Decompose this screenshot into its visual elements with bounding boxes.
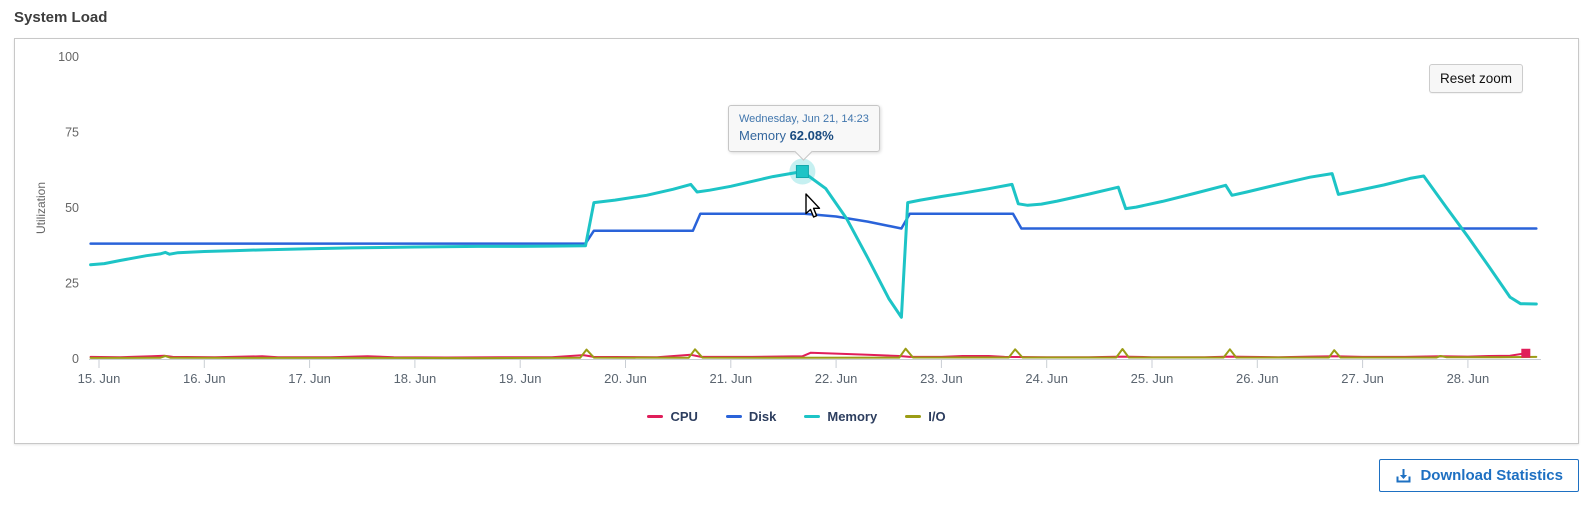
legend-swatch-cpu bbox=[647, 415, 664, 418]
x-axis-label: 16. Jun bbox=[183, 371, 226, 386]
x-axis-label: 27. Jun bbox=[1341, 371, 1384, 386]
x-axis-label: 23. Jun bbox=[920, 371, 963, 386]
mouse-cursor-icon bbox=[805, 193, 821, 218]
series-line-io bbox=[89, 347, 1538, 360]
legend-label: Disk bbox=[748, 409, 777, 424]
y-axis-label: 50 bbox=[65, 201, 79, 215]
y-axis-title: Utilization bbox=[34, 182, 48, 234]
y-axis-label: 75 bbox=[65, 126, 79, 140]
x-axis-label: 21. Jun bbox=[709, 371, 752, 386]
legend-label: CPU bbox=[670, 409, 698, 424]
page-title: System Load bbox=[14, 9, 108, 26]
x-axis-label: 19. Jun bbox=[499, 371, 542, 386]
download-statistics-label: Download Statistics bbox=[1420, 467, 1563, 484]
legend-swatch-disk bbox=[725, 415, 742, 418]
legend-item-disk[interactable]: Disk bbox=[725, 409, 777, 424]
memory-point-marker[interactable] bbox=[795, 165, 809, 179]
x-axis-label: 28. Jun bbox=[1447, 371, 1490, 386]
x-axis-label: 17. Jun bbox=[288, 371, 331, 386]
chart-tooltip: Wednesday, Jun 21, 14:23 Memory 62.08% bbox=[728, 105, 880, 161]
legend-swatch-io bbox=[905, 415, 922, 418]
y-axis-label: 0 bbox=[72, 352, 79, 366]
tooltip-series-label: Memory bbox=[739, 128, 786, 143]
cpu-point-marker bbox=[1521, 348, 1531, 358]
legend-item-cpu[interactable]: CPU bbox=[647, 409, 698, 424]
tooltip-value: 62.08% bbox=[789, 128, 834, 143]
download-icon bbox=[1396, 468, 1411, 482]
y-axis-label: 100 bbox=[58, 50, 79, 64]
x-axis-label: 18. Jun bbox=[394, 371, 437, 386]
legend-item-io[interactable]: I/O bbox=[905, 409, 946, 424]
chart-panel: 15. Jun 16. Jun 17. Jun 18. Jun 19. Jun 20. J… bbox=[14, 38, 1579, 444]
x-axis-label: 26. Jun bbox=[1236, 371, 1279, 386]
series-line-disk bbox=[89, 212, 1538, 245]
legend-label: Memory bbox=[827, 409, 878, 424]
x-axis-label: 24. Jun bbox=[1025, 371, 1068, 386]
x-axis-label: 20. Jun bbox=[604, 371, 647, 386]
tooltip-datetime: Wednesday, Jun 21, 14:23 bbox=[739, 113, 869, 125]
tooltip-series-row: Memory 62.08% bbox=[739, 128, 869, 143]
x-axis-label: 22. Jun bbox=[815, 371, 858, 386]
x-axis-label: 15. Jun bbox=[78, 371, 121, 386]
download-statistics-button[interactable]: Download Statistics bbox=[1379, 459, 1579, 492]
x-axis-label: 25. Jun bbox=[1131, 371, 1174, 386]
legend-item-memory[interactable]: Memory bbox=[804, 409, 877, 424]
legend-label: I/O bbox=[928, 409, 946, 424]
system-load-chart[interactable]: 15. Jun 16. Jun 17. Jun 18. Jun 19. Jun 20. J… bbox=[15, 39, 1576, 441]
reset-zoom-button[interactable]: Reset zoom bbox=[1428, 64, 1523, 93]
y-axis-label: 25 bbox=[65, 277, 79, 291]
legend-swatch-memory bbox=[804, 415, 821, 418]
series-line-memory bbox=[89, 170, 1538, 319]
chart-legend: CPU Disk Memory I/O bbox=[15, 409, 1578, 424]
